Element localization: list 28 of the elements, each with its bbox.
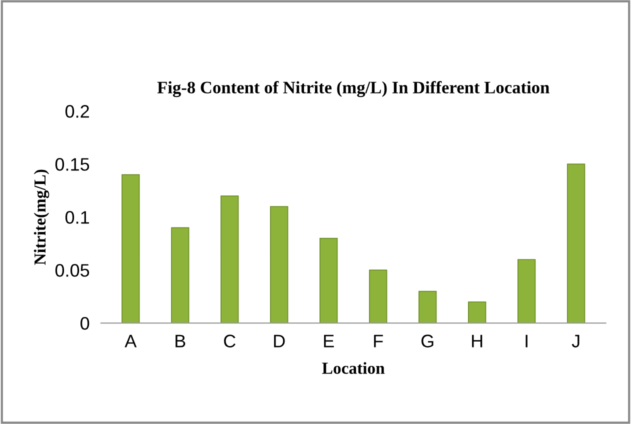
chart-title: Fig-8 Content of Nitrite (mg/L) In Different Location xyxy=(157,81,550,98)
x-tick-label: I xyxy=(526,334,528,348)
x-axis-title: Location xyxy=(322,362,385,374)
y-tick-label: 0.05 xyxy=(55,264,90,277)
y-tick-label: 0 xyxy=(80,317,90,330)
y-tick-label: 0.1 xyxy=(65,211,89,224)
x-tick-label: D xyxy=(274,334,285,348)
x-tick-label: E xyxy=(324,334,334,348)
bar xyxy=(517,259,536,324)
bar xyxy=(220,195,239,324)
bar xyxy=(566,164,586,324)
x-tick-label: A xyxy=(124,334,137,348)
x-tick-label: F xyxy=(374,334,383,348)
bar xyxy=(369,270,388,324)
y-axis-title: Nitrite(mg/L) xyxy=(34,170,50,265)
x-tick-label: C xyxy=(224,334,236,348)
y-tick-label: 0.2 xyxy=(65,105,89,118)
x-tick-label: B xyxy=(176,334,186,348)
x-tick-label: J xyxy=(572,334,580,348)
bar xyxy=(270,206,288,324)
x-tick-label: G xyxy=(421,334,434,348)
bar xyxy=(171,227,190,324)
y-tick-label: 0.15 xyxy=(55,158,90,171)
bar xyxy=(122,174,140,324)
bar xyxy=(468,301,486,324)
bar xyxy=(320,238,338,324)
x-tick-label: H xyxy=(472,334,482,348)
bar xyxy=(418,290,437,324)
